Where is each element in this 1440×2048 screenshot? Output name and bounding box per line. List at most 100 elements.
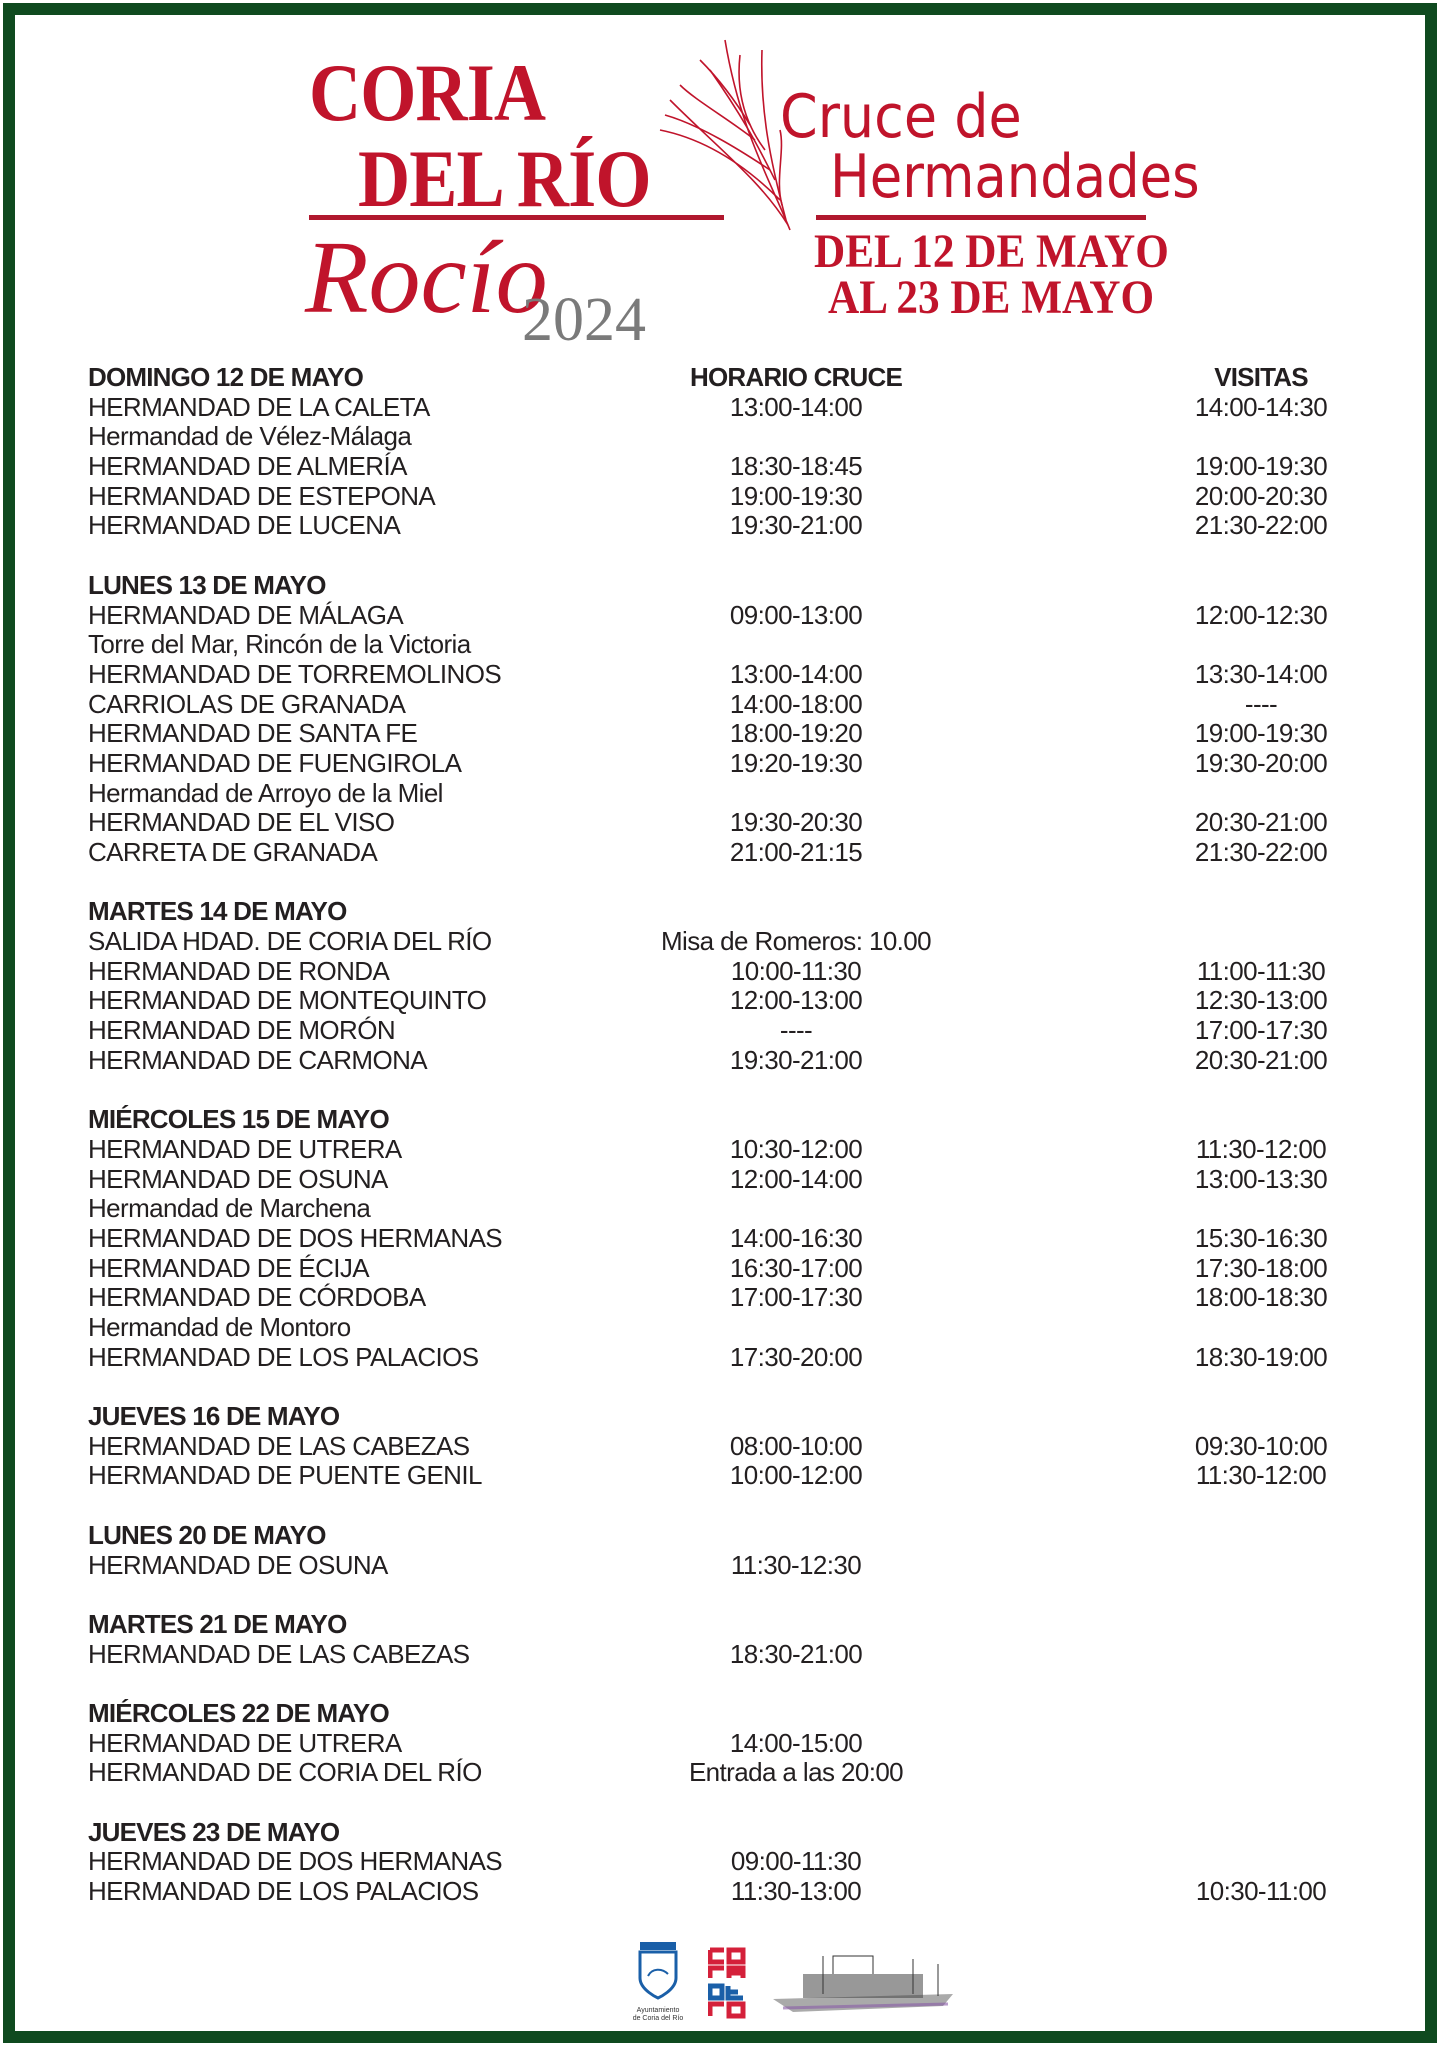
brotherhood-name: HERMANDAD DE SANTA FE xyxy=(88,718,418,749)
title-del-rio: DEL RÍO xyxy=(358,133,651,224)
crossing-time: Entrada a las 20:00 xyxy=(688,1757,904,1788)
visit-time: 13:30-14:00 xyxy=(1194,658,1328,689)
crossing-time: 11:30-13:00 xyxy=(730,1876,862,1907)
brotherhood-name: HERMANDAD DE LAS CABEZAS xyxy=(88,1638,470,1669)
visit-time: 12:30-13:00 xyxy=(1194,985,1328,1016)
day-date: JUEVES 23 DE MAYO xyxy=(88,1816,340,1847)
day-date: MIÉRCOLES 22 DE MAYO xyxy=(88,1697,390,1728)
visit-time: 11:30-12:00 xyxy=(1195,1460,1327,1491)
event-title-line2: Hermandades xyxy=(830,142,1200,212)
schedule-row: HERMANDAD DE CARMONA 19:30-21:00 20:30-21:… xyxy=(0,1044,1440,1076)
ferry-boat-icon xyxy=(773,1955,953,2012)
city-logo-mark xyxy=(707,1947,746,2019)
column-header-visits: VISITAS xyxy=(1214,362,1308,392)
visit-time: 20:30-21:00 xyxy=(1194,807,1328,838)
brotherhood-name: HERMANDAD DE CÓRDOBA xyxy=(88,1282,426,1313)
blank-row xyxy=(0,868,1440,898)
day-header-row: MARTES 21 DE MAYO xyxy=(0,1609,1440,1640)
brotherhood-name: HERMANDAD DE LOS PALACIOS xyxy=(88,1876,479,1907)
brotherhood-name: HERMANDAD DE CORIA DEL RÍO xyxy=(88,1757,482,1788)
schedule-row: HERMANDAD DE CORIA DEL RÍO Entrada a las … xyxy=(0,1758,1440,1788)
crossing-time: ---- xyxy=(779,1015,813,1046)
visit-time: 19:00-19:30 xyxy=(1194,718,1328,749)
crossing-time: 10:00-11:30 xyxy=(730,955,862,986)
schedule-row: HERMANDAD DE MONTEQUINTO 12:00-13:00 12:30… xyxy=(0,986,1440,1016)
blank-row xyxy=(0,541,1440,571)
schedule-row: HERMANDAD DE FUENGIROLA 19:20-19:30 19:30-… xyxy=(0,747,1440,779)
schedule-row: HERMANDAD DE OSUNA 12:00-14:00 13:00-13:30 xyxy=(0,1163,1440,1195)
crossing-time: Misa de Romeros: 10.00 xyxy=(660,926,932,957)
brotherhood-name: HERMANDAD DE DOS HERMANAS xyxy=(88,1846,503,1877)
crossing-time: 18:00-19:20 xyxy=(729,718,863,749)
schedule-row: HERMANDAD DE LOS PALACIOS 17:30-20:00 18:3… xyxy=(0,1341,1440,1373)
crossing-time: 12:00-14:00 xyxy=(729,1163,863,1194)
brotherhood-name: HERMANDAD DE CARMONA xyxy=(88,1044,428,1075)
brotherhood-name: HERMANDAD DE PUENTE GENIL xyxy=(88,1460,482,1491)
schedule-row: SALIDA HDAD. DE CORIA DEL RÍO Misa de Rom… xyxy=(0,926,1440,957)
crossing-time: 17:30-20:00 xyxy=(729,1341,863,1372)
schedule-row: HERMANDAD DE UTRERA 10:30-12:00 11:30-12:0… xyxy=(0,1133,1440,1165)
schedule-row: HERMANDAD DE LA CALETA 13:00-14:00 14:00-1… xyxy=(0,392,1440,423)
crossing-time: 10:00-12:00 xyxy=(729,1460,863,1491)
crossing-time: 08:00-10:00 xyxy=(729,1430,863,1461)
crossing-time: 18:30-21:00 xyxy=(729,1638,863,1669)
brotherhood-name: HERMANDAD DE FUENGIROLA xyxy=(88,747,462,778)
brotherhood-name: HERMANDAD DE UTRERA xyxy=(88,1727,402,1758)
day-header-row: DOMINGO 12 DE MAYO HORARIO CRUCE VISITAS xyxy=(0,362,1440,393)
crossing-time: 21:00-21:15 xyxy=(729,837,863,867)
schedule-row: CARRETA DE GRANADA 21:00-21:15 21:30-22:00 xyxy=(0,837,1440,868)
visit-time: 09:30-10:00 xyxy=(1194,1430,1328,1461)
brotherhood-name: SALIDA HDAD. DE CORIA DEL RÍO xyxy=(88,926,492,957)
crossing-time: 10:30-12:00 xyxy=(729,1133,863,1164)
visit-time: 20:30-21:00 xyxy=(1194,1044,1328,1075)
crossing-time: 12:00-13:00 xyxy=(729,985,863,1016)
brotherhood-name: HERMANDAD DE TORREMOLINOS xyxy=(88,658,502,689)
crossing-time: 16:30-17:00 xyxy=(729,1252,863,1283)
blank-row xyxy=(0,1788,1440,1818)
schedule-row: HERMANDAD DE MORÓN ---- 17:00-17:30 xyxy=(0,1015,1440,1046)
schedule-row: HERMANDAD DE SANTA FE 18:00-19:20 19:00-19… xyxy=(0,719,1440,749)
brotherhood-name: CARRETA DE GRANADA xyxy=(88,837,378,867)
crossing-time: 14:00-18:00 xyxy=(729,688,863,719)
schedule-row: HERMANDAD DE UTRERA 14:00-15:00 xyxy=(0,1727,1440,1759)
council-logo-text: Ayuntamiento de Coria del Río xyxy=(632,2007,684,2022)
schedule-row: Hermandad de Vélez-Málaga xyxy=(0,422,1440,452)
schedule-row: HERMANDAD DE ESTEPONA 19:00-19:30 20:00-20… xyxy=(0,480,1440,512)
visit-time: 17:30-18:00 xyxy=(1194,1252,1328,1283)
day-date: DOMINGO 12 DE MAYO xyxy=(88,362,364,392)
visit-time: 10:30-11:00 xyxy=(1195,1876,1327,1907)
visit-time: 15:30-16:30 xyxy=(1194,1222,1328,1253)
visit-time: 19:30-20:00 xyxy=(1194,747,1328,778)
date-range-line2: AL 23 DE MAYO xyxy=(828,271,1155,324)
crossing-time: 11:30-12:30 xyxy=(730,1549,862,1580)
schedule-row: HERMANDAD DE ALMERÍA 18:30-18:45 19:00-19:… xyxy=(0,451,1440,482)
crossing-time: 19:30-21:00 xyxy=(729,510,863,541)
brotherhood-name: HERMANDAD DE UTRERA xyxy=(88,1133,402,1164)
visit-time: 18:30-19:00 xyxy=(1194,1341,1328,1372)
day-header-row: MIÉRCOLES 15 DE MAYO xyxy=(0,1104,1440,1135)
brotherhood-name: Hermandad de Vélez-Málaga xyxy=(88,421,412,452)
brotherhood-name: HERMANDAD DE MÁLAGA xyxy=(88,599,404,630)
title-year: 2024 xyxy=(522,286,646,354)
crossing-time: 09:00-13:00 xyxy=(729,599,863,630)
event-title-line1: Cruce de xyxy=(780,82,1022,152)
brotherhood-name: HERMANDAD DE ALMERÍA xyxy=(88,451,407,482)
title-divider xyxy=(309,215,724,220)
visit-time: 21:30-22:00 xyxy=(1194,510,1328,541)
crossing-time: 19:20-19:30 xyxy=(729,747,863,778)
schedule-row: Torre del Mar, Rincón de la Victoria xyxy=(0,629,1440,660)
brotherhood-name: HERMANDAD DE EL VISO xyxy=(88,807,395,838)
visit-time: 20:00-20:30 xyxy=(1194,480,1328,511)
title-coria: CORIA xyxy=(309,47,546,138)
event-divider xyxy=(816,215,1146,220)
brotherhood-name: Hermandad de Marchena xyxy=(88,1193,371,1224)
visit-time: 12:00-12:30 xyxy=(1194,599,1328,630)
schedule-row: HERMANDAD DE TORREMOLINOS 13:00-14:00 13:3… xyxy=(0,658,1440,690)
day-header-row: JUEVES 23 DE MAYO xyxy=(0,1816,1440,1848)
brotherhood-name: Hermandad de Montoro xyxy=(88,1312,351,1342)
day-header-row: MIÉRCOLES 22 DE MAYO xyxy=(0,1697,1440,1729)
crossing-time: 09:00-11:30 xyxy=(730,1846,862,1877)
brotherhood-name: HERMANDAD DE LAS CABEZAS xyxy=(88,1430,470,1461)
title-rocio: Rocío xyxy=(305,220,548,335)
brotherhood-name: HERMANDAD DE RONDA xyxy=(88,955,390,986)
